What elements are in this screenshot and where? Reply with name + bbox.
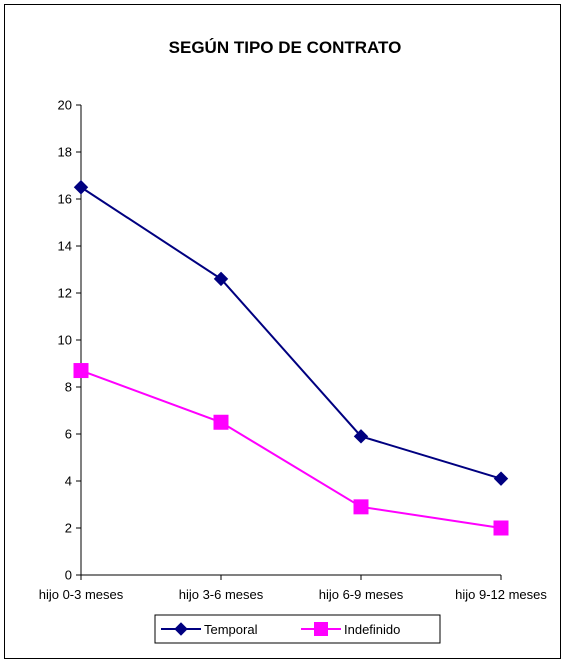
y-tick-label: 20 [58,98,72,113]
data-point [213,271,229,287]
y-tick-label: 18 [58,145,72,160]
x-tick-label: hijo 3-6 meses [179,587,264,602]
legend-marker [174,622,188,636]
data-point [353,499,369,515]
series-line [80,369,502,529]
chart-frame: SEGÚN TIPO DE CONTRATO 0 2 4 6 8 10 12 14 16 18 20… [4,4,561,659]
legend-box [154,614,441,644]
data-point [353,429,369,444]
legend-entry: Indefinido [301,622,400,637]
y-tick-label: 12 [58,286,72,301]
series-line [80,186,502,480]
y-tick-label: 14 [58,239,72,254]
chart-legend: Temporal Indefinido [154,614,441,644]
legend-label: Temporal [204,622,258,637]
data-point [213,414,229,430]
chart-title: SEGÚN TIPO DE CONTRATO [169,38,402,57]
y-tick-label: 10 [58,333,72,348]
data-point [493,520,509,536]
series-indefinido [73,363,509,536]
x-axis-ticks: hijo 0-3 meses hijo 3-6 meses hijo 6-9 mes… [39,575,547,602]
y-tick-label: 4 [65,474,72,489]
chart-axes [80,105,501,576]
legend-label: Indefinido [344,622,400,637]
series-layer [73,180,509,536]
legend-marker [314,622,328,636]
legend-entry: Temporal [161,622,258,637]
line-chart: SEGÚN TIPO DE CONTRATO 0 2 4 6 8 10 12 14 16 18 20… [39,38,547,644]
x-tick-label: hijo 9-12 meses [455,587,547,602]
y-tick-label: 6 [65,427,72,442]
y-tick-label: 16 [58,192,72,207]
x-tick-label: hijo 0-3 meses [39,587,124,602]
y-tick-label: 8 [65,380,72,395]
x-tick-label: hijo 6-9 meses [319,587,404,602]
series-temporal [73,180,509,486]
y-axis-ticks: 0 2 4 6 8 10 12 14 16 18 20 [58,98,81,583]
data-point [493,471,509,486]
data-point [73,180,89,195]
y-tick-label: 2 [65,521,72,536]
data-point [73,363,89,379]
y-tick-label: 0 [65,568,72,583]
